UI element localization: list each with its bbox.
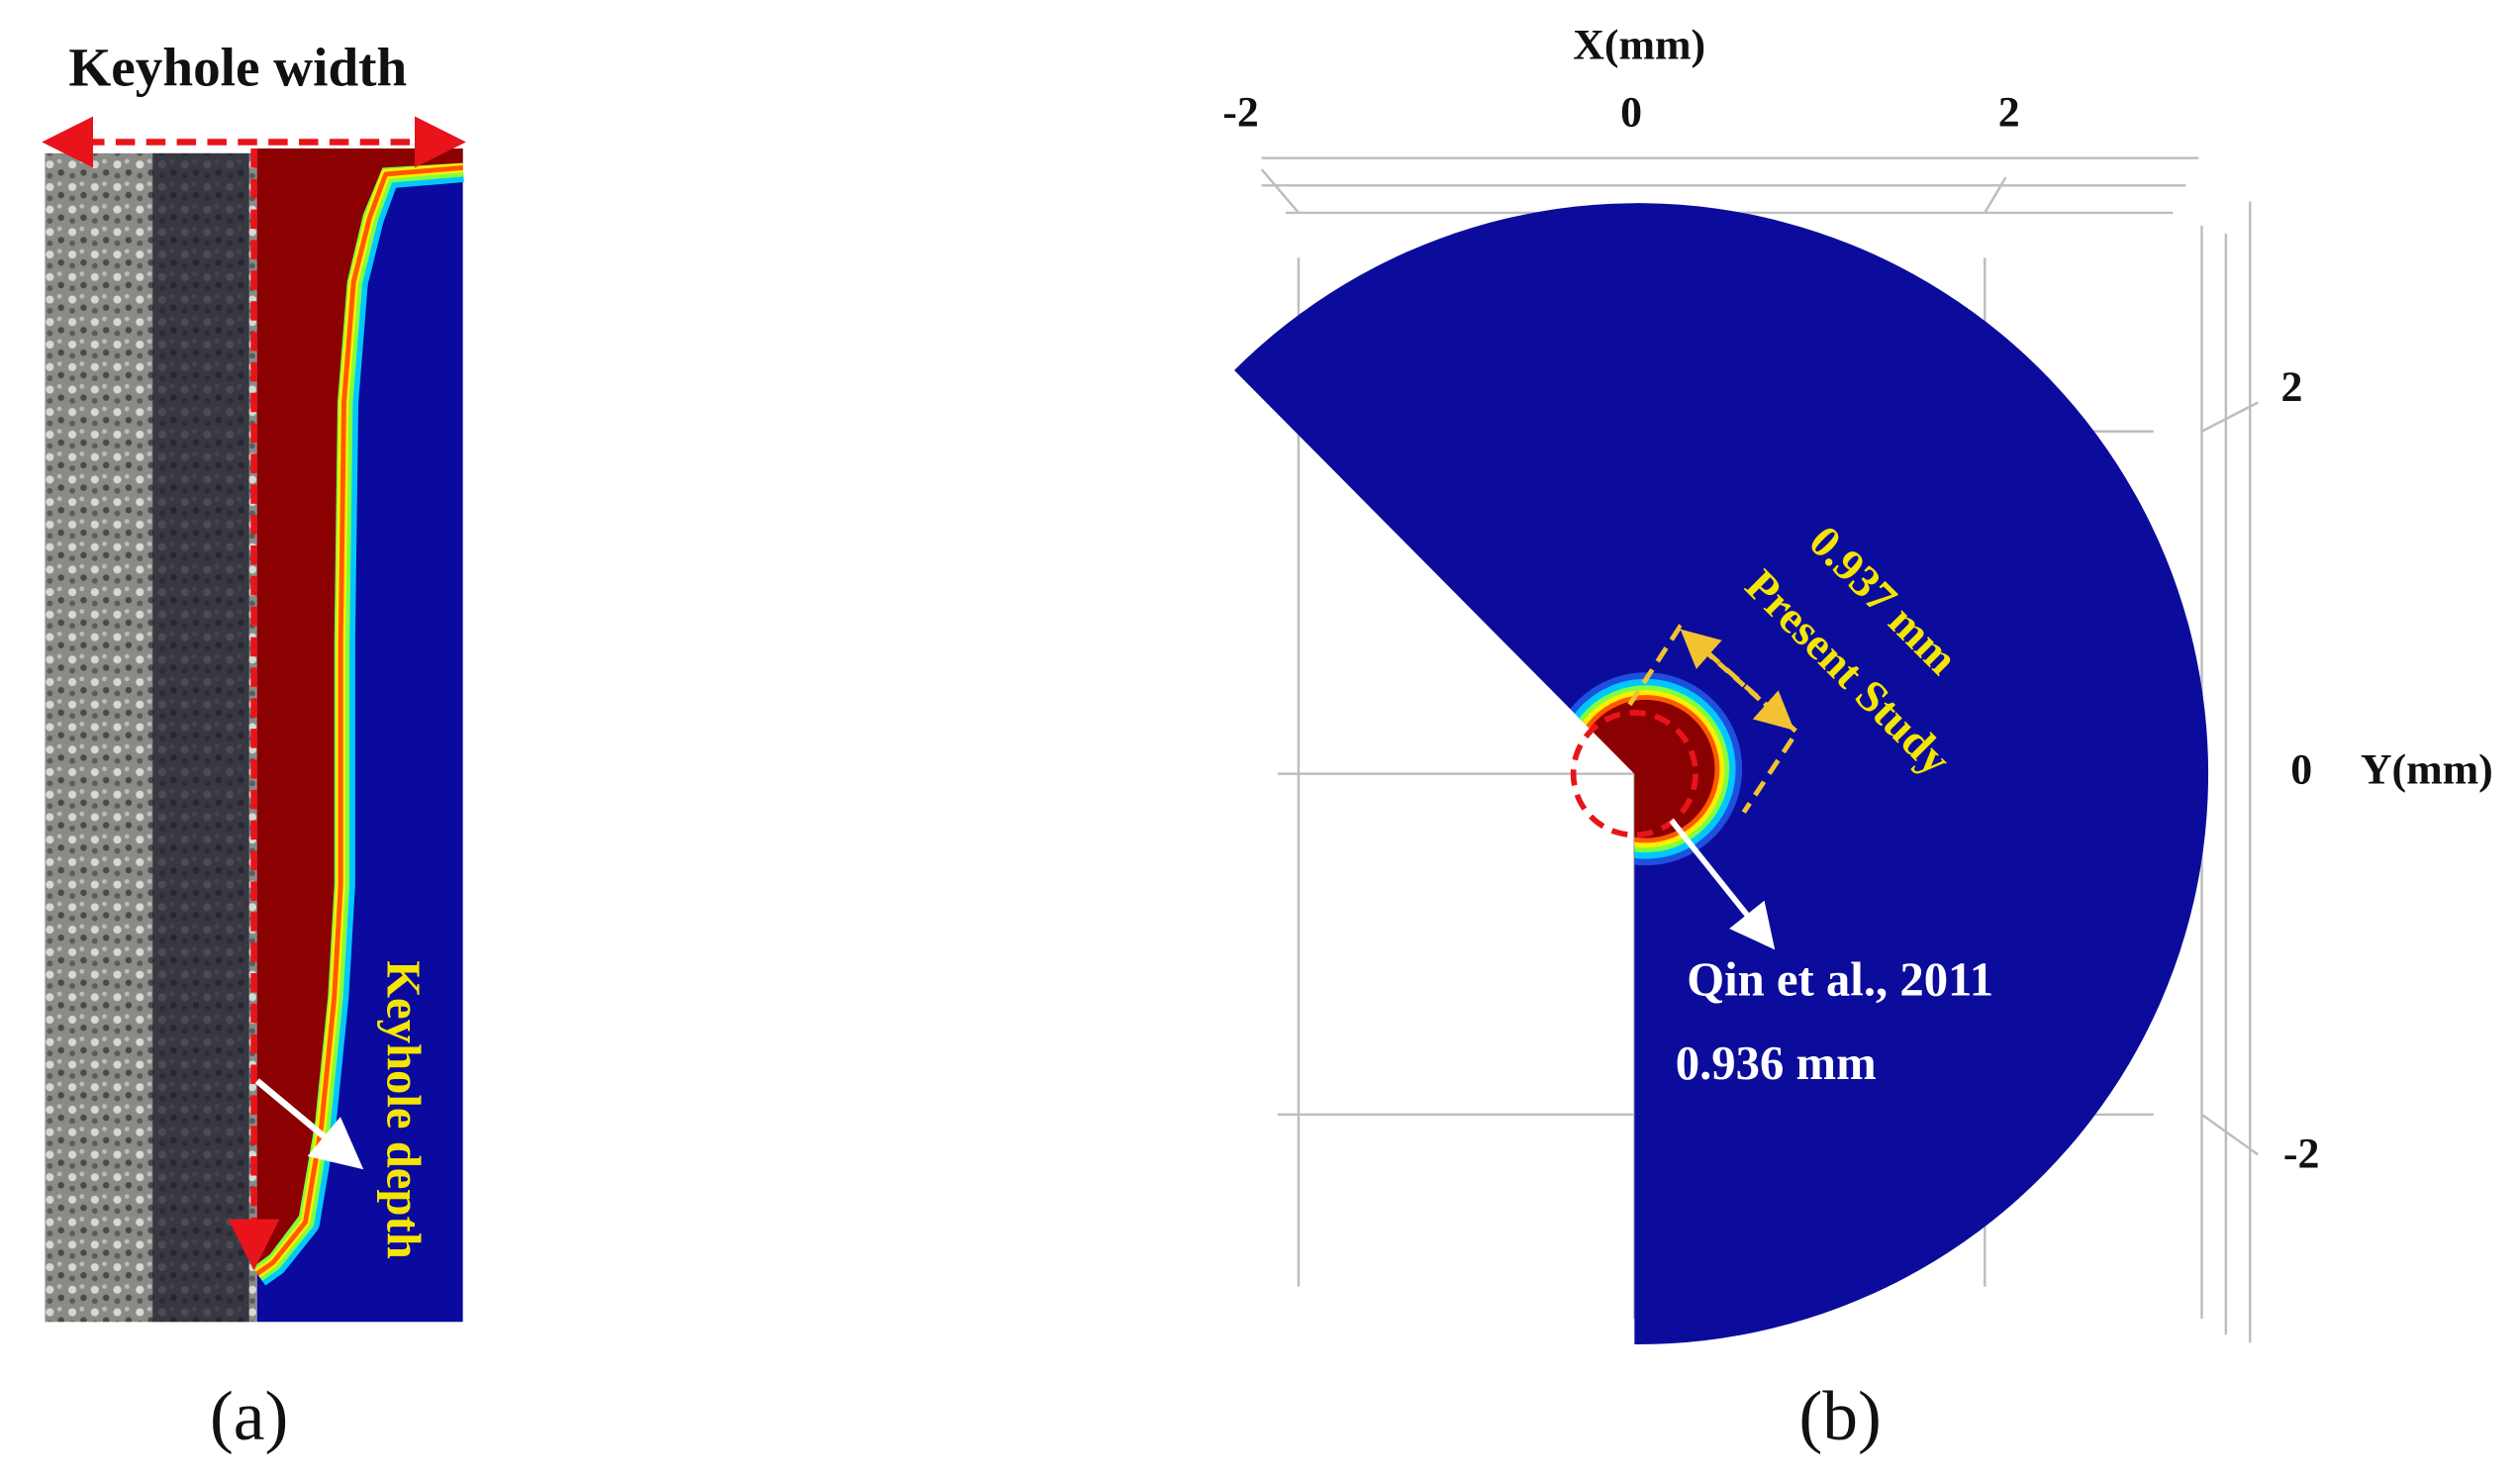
panel-a-title: Keyhole width [68,37,407,97]
melt-boundary [248,152,464,1286]
depth-label: Keyhole depth [377,960,431,1259]
x-axis-label: X(mm) [1573,21,1705,68]
x-tick-label: 2 [1998,89,2020,137]
reference-value: 0.936 mm [1676,1036,1877,1090]
y-tick-label: -2 [2283,1131,2320,1178]
reference-label: Qin et al., 2011 [1687,952,1993,1006]
x-tick-label: 0 [1620,89,1642,137]
panel-a: Keyhole width Keyhole depth (a) [42,37,466,1455]
melt-pool [256,148,463,1264]
measure-arrow [1680,629,1794,731]
y-tick-label: 0 [2290,746,2312,794]
reference-arrow [1669,818,1776,950]
panel-b-label: (b) [1799,1377,1882,1455]
x-tick-label: -2 [1222,89,1259,137]
y-tick-label: 2 [2280,363,2302,411]
panel-a-label: (a) [210,1377,288,1455]
pointer-arrow [254,1078,364,1170]
keyhole-shadow [152,152,249,1323]
panel-b: 0.937 mm Present Study Qin et al., 2011 … [1222,21,2493,1455]
measure-box [1627,624,1800,814]
y-axis-label: Y(mm) [2361,746,2493,794]
reference-circle [1570,710,1698,839]
